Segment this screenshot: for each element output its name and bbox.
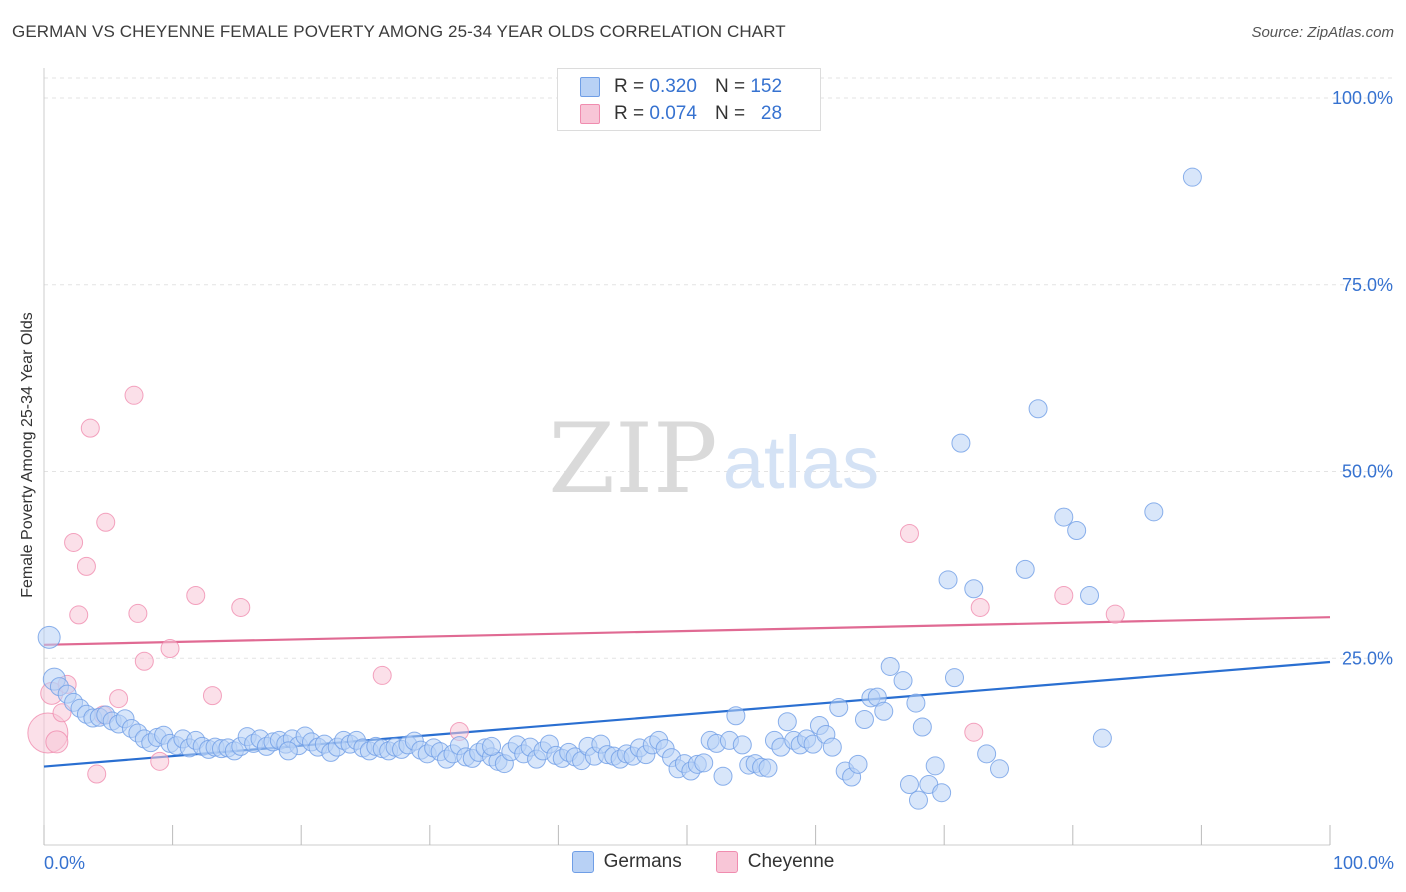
germans-point: [713, 766, 733, 786]
germans-point: [1182, 167, 1202, 187]
germans-point: [1144, 502, 1164, 522]
cheyenne-point: [1105, 604, 1125, 624]
germans-point: [1080, 586, 1100, 606]
germans-point: [944, 668, 964, 688]
germans-point: [912, 717, 932, 737]
germans-point: [1067, 521, 1087, 541]
germans-legend-swatch: [571, 851, 594, 873]
germans-point: [908, 790, 928, 810]
germans-r-value: 0.320: [649, 76, 697, 97]
chart-title: GERMAN VS CHEYENNE FEMALE POVERTY AMONG …: [12, 22, 786, 41]
chart-source: Source: ZipAtlas.com: [1251, 24, 1394, 41]
cheyenne-point: [80, 418, 100, 438]
cheyenne-point: [372, 665, 392, 685]
legend-n-label: N =: [714, 76, 746, 97]
germans-point: [874, 701, 894, 721]
cheyenne-point: [202, 686, 222, 706]
watermark-zip: ZIP: [548, 403, 717, 515]
watermark-atlas: atlas: [723, 421, 879, 504]
germans-point: [777, 712, 797, 732]
y-tick-label: 75.0%: [1342, 275, 1393, 295]
gridlines: [44, 77, 1392, 659]
x-tick-label-min: 0.0%: [44, 853, 86, 873]
cheyenne-point: [109, 689, 129, 709]
cheyenne-r-value: 0.074: [649, 103, 697, 124]
germans-legend-label: Germans: [603, 851, 682, 872]
germans-point: [938, 570, 958, 590]
germans-points: [37, 167, 1202, 810]
cheyenne-point: [964, 722, 984, 742]
germans-point: [803, 734, 823, 754]
legend-r-label: R =: [614, 76, 645, 97]
germans-point: [278, 741, 298, 761]
germans-point: [829, 698, 849, 718]
cheyenne-point: [96, 512, 116, 532]
cheyenne-point: [45, 730, 69, 754]
x-tick-label-max: 100.0%: [1332, 853, 1394, 873]
cheyenne-points: [27, 385, 1125, 784]
legend-row-cheyenne: R = 0.074 N = 28: [580, 102, 782, 126]
germans-point: [854, 710, 874, 730]
legend-r-label: R =: [614, 103, 645, 124]
cheyenne-point: [160, 639, 180, 659]
germans-point: [726, 706, 746, 726]
legend-item-germans[interactable]: Germans: [571, 851, 682, 873]
germans-point: [694, 753, 714, 773]
legend-item-cheyenne[interactable]: Cheyenne: [715, 851, 835, 873]
cheyenne-trend-line: [43, 616, 1331, 646]
cheyenne-point: [231, 597, 251, 617]
germans-swatch: [580, 77, 600, 97]
cheyenne-point: [128, 603, 148, 623]
germans-point: [893, 671, 913, 691]
legend-row-germans: R = 0.320 N = 152: [580, 75, 782, 99]
cheyenne-point: [69, 605, 89, 625]
cheyenne-point: [899, 524, 919, 544]
cheyenne-point: [76, 556, 96, 576]
y-tick-label: 25.0%: [1342, 648, 1393, 668]
germans-point: [758, 758, 778, 778]
y-tick-label: 100.0%: [1332, 88, 1393, 108]
germans-point: [482, 736, 502, 756]
y-tick-labels: 25.0% 50.0% 75.0% 100.0%: [1332, 88, 1393, 668]
cheyenne-point: [970, 597, 990, 617]
germans-point: [932, 783, 952, 803]
cheyenne-legend-label: Cheyenne: [747, 851, 835, 872]
germans-point: [880, 656, 900, 676]
germans-point: [37, 625, 61, 649]
germans-point: [848, 754, 868, 774]
germans-point: [925, 756, 945, 776]
germans-point: [906, 693, 926, 713]
cheyenne-point: [186, 586, 206, 606]
cheyenne-point: [134, 651, 154, 671]
germans-point: [977, 744, 997, 764]
germans-n-value: 152: [750, 76, 783, 97]
y-axis-label: Female Poverty Among 25-34 Year Olds: [19, 312, 36, 598]
cheyenne-point: [87, 764, 107, 784]
germans-point: [1092, 728, 1112, 748]
correlation-legend: R = 0.320 N = 152 R = 0.074 N = 28: [557, 68, 821, 131]
cheyenne-point: [1054, 586, 1074, 606]
germans-point: [964, 579, 984, 599]
germans-point: [732, 735, 752, 755]
series-legend: Germans Cheyenne: [0, 851, 1406, 873]
germans-point: [1054, 507, 1074, 527]
y-tick-label: 50.0%: [1342, 462, 1393, 482]
cheyenne-swatch: [580, 104, 600, 124]
germans-point: [1015, 559, 1035, 579]
germans-point: [951, 433, 971, 453]
germans-point: [822, 737, 842, 757]
cheyenne-legend-swatch: [715, 851, 738, 873]
cheyenne-point: [150, 751, 170, 771]
germans-point: [989, 759, 1009, 779]
legend-n-label: N =: [714, 103, 746, 124]
cheyenne-n-value: 28: [760, 103, 783, 124]
cheyenne-point: [64, 532, 84, 552]
germans-point: [1028, 399, 1048, 419]
cheyenne-point: [124, 385, 144, 405]
watermark: ZIP atlas: [548, 403, 879, 515]
germans-point: [899, 774, 919, 794]
